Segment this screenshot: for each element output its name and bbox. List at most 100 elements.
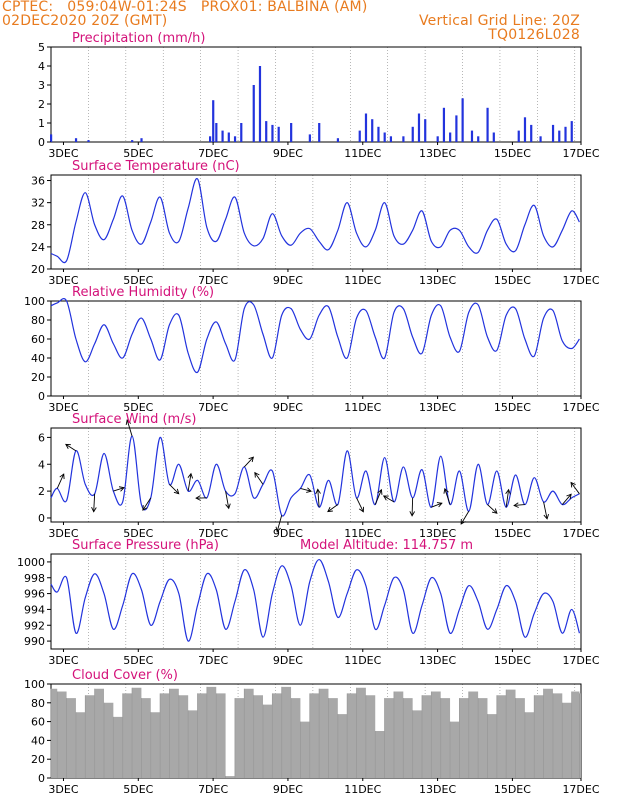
panel-title: Surface Wind (m/s) [72, 412, 196, 427]
wind-arrow-head [118, 486, 125, 492]
wind-arrow [356, 497, 364, 513]
precip-bar [240, 123, 243, 142]
precip-bar [271, 124, 274, 142]
x-tick-label: 5DEC [123, 527, 153, 540]
wind-arrow-head [315, 488, 321, 495]
x-tick-label: 13DEC [419, 147, 456, 160]
y-tick-label: 60 [31, 716, 45, 729]
wind-arrow-head [275, 526, 281, 533]
precip-bar [212, 100, 215, 142]
x-tick-label: 11DEC [344, 527, 381, 540]
precip-bar [455, 115, 458, 142]
y-tick-label: 28 [31, 219, 45, 232]
precip-bar [290, 123, 293, 142]
x-tick-label: 15DEC [494, 527, 531, 540]
x-tick-label: 11DEC [344, 783, 381, 796]
x-tick-label: 9DEC [273, 654, 303, 667]
precip-bar [570, 121, 573, 142]
precip-bar [277, 126, 280, 142]
series-line [50, 558, 581, 642]
x-tick-label: 7DEC [198, 527, 228, 540]
wind-arrow [65, 443, 77, 452]
wind-arrow [276, 515, 283, 532]
precip-bar [258, 66, 262, 142]
y-tick-label: 1 [38, 117, 45, 130]
wind-arrow [561, 493, 572, 505]
wind-arrow [487, 504, 498, 514]
precip-bar [215, 123, 218, 142]
precip-bar [564, 126, 567, 142]
x-tick-label: 3DEC [48, 147, 78, 160]
wind-arrow-head [59, 473, 65, 480]
wind-arrow [56, 473, 65, 489]
precip-bar [377, 126, 380, 142]
y-tick-label: 996 [24, 588, 45, 601]
x-tick-label: 15DEC [494, 274, 531, 287]
precip-bar [558, 130, 561, 142]
y-tick-label: 6 [38, 431, 45, 444]
precip-bar [87, 140, 90, 142]
x-tick-label: 13DEC [419, 527, 456, 540]
x-tick-label: 5DEC [123, 783, 153, 796]
precip-bar [131, 140, 134, 142]
precip-bar [389, 136, 393, 142]
precip-bar [233, 136, 237, 142]
wind-arrow-head [142, 505, 148, 511]
header-station: CPTEC: 059:04W-01:24S PROX01: BALBINA (A… [2, 0, 368, 15]
wind-arrow-head [195, 495, 201, 501]
y-tick-label: 5 [38, 41, 45, 54]
series-line [50, 435, 580, 517]
x-tick-label: 5DEC [123, 401, 153, 414]
series-line [50, 298, 580, 374]
y-tick-label: 24 [31, 241, 45, 254]
panel-title: Relative Humidity (%) [72, 285, 214, 300]
wind-arrow-head [377, 488, 383, 495]
wind-arrow [570, 482, 580, 495]
precip-bar [449, 132, 452, 142]
y-tick-label: 100 [24, 678, 45, 691]
x-tick-label: 5DEC [123, 654, 153, 667]
precip-bar [74, 138, 78, 142]
wind-arrow [317, 489, 320, 508]
precip-bar [417, 113, 421, 142]
wind-arrow-head [306, 487, 312, 493]
x-tick-label: 9DEC [273, 783, 303, 796]
x-tick-label: 15DEC [494, 654, 531, 667]
y-tick-label: 60 [31, 333, 45, 346]
wind-arrow-head [460, 518, 466, 525]
y-tick-label: 40 [31, 352, 45, 365]
x-tick-label: 7DEC [198, 401, 228, 414]
wind-arrow [374, 489, 382, 505]
precip-bar [221, 130, 224, 142]
header-date: 02DEC2020 20Z (GMT) [2, 13, 168, 29]
wind-arrow-head [254, 471, 260, 478]
precip-bar [436, 136, 439, 142]
panel-temperature: 20 24 28 32 36 3DEC 5DEC 7DEC 9DEC 11DEC 13DEC 15DE… [31, 159, 600, 287]
y-tick-label: 2 [38, 98, 45, 111]
y-tick-label: 20 [31, 753, 45, 766]
plot-frame [50, 46, 582, 143]
wind-arrow [225, 491, 230, 509]
y-tick-label: 100 [24, 295, 45, 308]
y-tick-label: 992 [24, 619, 45, 632]
precip-bar [336, 138, 340, 142]
x-tick-label: 11DEC [344, 401, 381, 414]
precip-bar [140, 138, 143, 142]
precip-bar [461, 98, 464, 142]
x-tick-label: 11DEC [344, 147, 381, 160]
wind-arrow-head [65, 443, 71, 449]
y-tick-label: 20 [31, 371, 45, 384]
y-tick-label: 990 [24, 635, 45, 648]
precip-bar [486, 107, 489, 142]
precip-bar [517, 130, 520, 142]
x-tick-label: 7DEC [198, 147, 228, 160]
x-tick-label: 17DEC [562, 654, 599, 667]
panel-cloud-cover: 0 20 40 60 80 100 3DEC 5DEC 7DEC 9DEC 11DEC 13DEC 15… [24, 668, 600, 796]
wind-arrow-head [513, 502, 519, 508]
y-tick-label: 998 [24, 572, 45, 585]
wind-arrow-head [382, 495, 389, 501]
wind-arrow [505, 489, 510, 508]
precip-bar [252, 85, 255, 142]
wind-arrow-head [570, 481, 576, 488]
